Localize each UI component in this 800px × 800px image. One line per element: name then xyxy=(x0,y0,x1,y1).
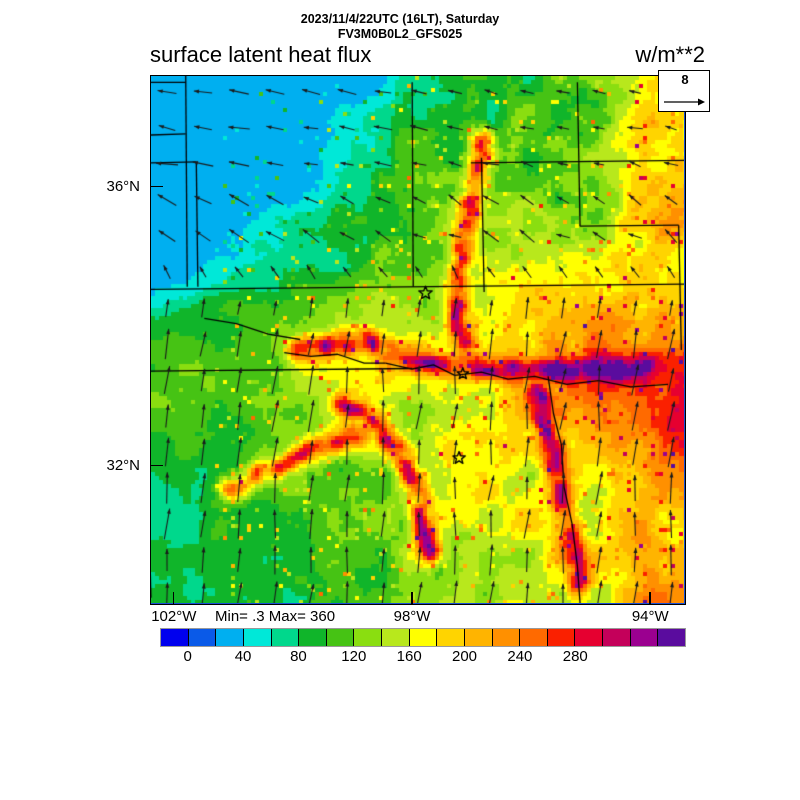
title-datetime: 2023/11/4/22UTC (16LT), Saturday xyxy=(300,12,500,26)
colorbar-tick-label: 240 xyxy=(507,648,533,665)
y-axis-tick-mark xyxy=(150,185,163,188)
page-title: surface latent heat flux xyxy=(150,42,372,67)
map-overlay-canvas xyxy=(151,76,684,603)
colorbar-segment xyxy=(492,629,521,646)
min-max-stats: Min= .3 Max= 360 xyxy=(215,608,336,625)
colorbar-tick-label: 40 xyxy=(234,648,252,665)
colorbar-segment xyxy=(603,629,631,646)
colorbar-segment xyxy=(326,629,355,646)
y-axis-tick-label: 36°N xyxy=(106,177,140,195)
vector-legend-value: 8 xyxy=(681,72,689,87)
y-axis-tick-mark xyxy=(150,464,163,467)
x-axis-tick-mark xyxy=(411,592,413,605)
colorbar-segment xyxy=(188,629,217,646)
colorbar-segment xyxy=(520,629,548,646)
colorbar-segment xyxy=(271,629,300,646)
x-axis-tick-mark xyxy=(649,592,651,605)
x-axis-tick-mark xyxy=(172,592,175,605)
colorbar-tick-label: 0 xyxy=(183,648,192,665)
map-plot-area[interactable] xyxy=(150,75,686,605)
right-arrow-icon xyxy=(664,98,705,106)
colorbar-segment xyxy=(464,629,493,646)
colorbar-segment xyxy=(243,629,272,646)
colorbar[interactable] xyxy=(160,628,686,647)
colorbar-segment xyxy=(658,629,685,646)
colorbar-segment xyxy=(575,629,603,646)
colorbar-tick-label: 120 xyxy=(341,648,367,665)
colorbar-tick-label: 80 xyxy=(290,648,307,665)
colorbar-segment xyxy=(547,629,576,646)
wind-vector-legend: 8 xyxy=(658,70,710,112)
colorbar-segment xyxy=(382,629,410,646)
colorbar-tick-label: 200 xyxy=(452,648,478,665)
colorbar-tick-label: 160 xyxy=(396,648,422,665)
units-label: w/m**2 xyxy=(635,42,705,67)
colorbar-segment xyxy=(161,629,189,646)
x-axis-tick-label: 94°W xyxy=(631,608,669,625)
colorbar-segment xyxy=(630,629,659,646)
y-axis-tick-label: 32°N xyxy=(106,456,140,474)
colorbar-segment xyxy=(299,629,327,646)
x-axis-tick-label: 98°W xyxy=(393,608,431,625)
x-axis-tick-label: 102°W xyxy=(151,608,197,625)
colorbar-segment xyxy=(437,629,465,646)
colorbar-segment xyxy=(354,629,382,646)
colorbar-segment xyxy=(409,629,438,646)
colorbar-segment xyxy=(216,629,244,646)
colorbar-tick-label: 280 xyxy=(562,648,588,665)
title-model-id: FV3M0B0L2_GFS025 xyxy=(337,27,463,41)
